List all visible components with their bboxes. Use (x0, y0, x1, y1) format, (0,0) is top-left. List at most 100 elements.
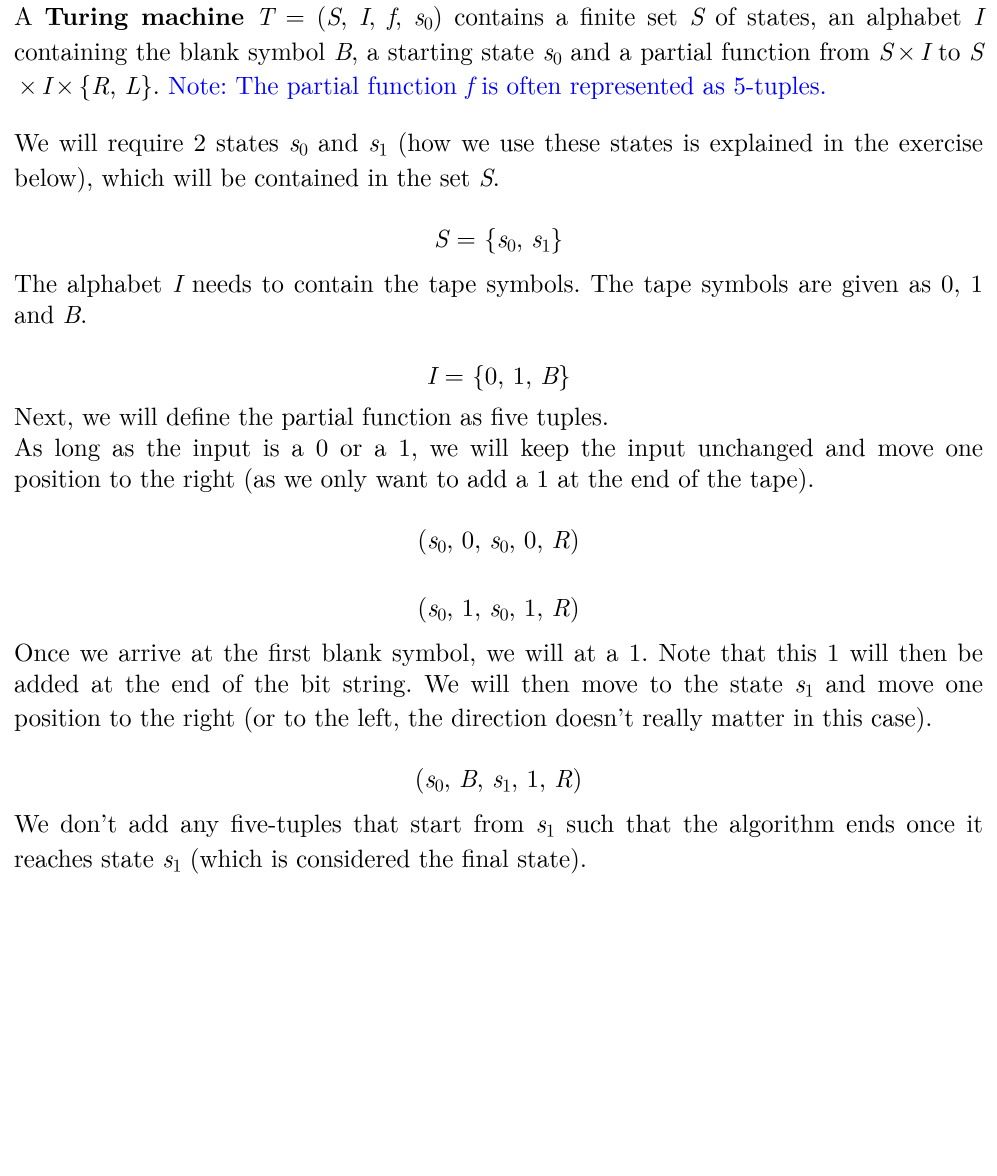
math-S: S (969, 33, 983, 68)
text: , (109, 67, 124, 102)
math-sub-1: 1 (805, 677, 814, 702)
text: ( (417, 521, 427, 556)
math-S: S (434, 220, 448, 255)
math-s: s (497, 220, 507, 255)
equation-tuple-3: (s0, B, s1, 1, R) (14, 762, 983, 797)
text: As long as the input is a 0 or a 1, we w… (14, 429, 983, 495)
text: = ( (274, 0, 327, 33)
text: . (153, 67, 168, 102)
text: } (558, 357, 571, 392)
para-define-partial: Next, we will define the partial functio… (14, 400, 983, 431)
math-s: s (289, 124, 299, 159)
text: ( (415, 760, 425, 795)
math-sub-0: 0 (435, 773, 444, 798)
text: , 0, (509, 521, 552, 556)
text: . (80, 296, 87, 331)
math-B: B (63, 296, 81, 331)
math-s: s (368, 124, 378, 159)
para-keep-unchanged: As long as the input is a 0 or a 1, we w… (14, 431, 983, 493)
para-final-state: We don’t add any five-tuples that start … (14, 807, 983, 876)
text: , 1, (446, 589, 489, 624)
math-sub-0: 0 (507, 232, 516, 257)
math-s: s (162, 840, 172, 875)
math-f: f (387, 0, 395, 33)
text: , (395, 0, 414, 33)
math-sub-0: 0 (553, 45, 562, 70)
math-s: s (531, 220, 541, 255)
text: } (140, 67, 153, 102)
text: = {0, 1, (436, 357, 540, 392)
math-s: s (414, 0, 424, 33)
text: ) (433, 0, 443, 33)
math-R: R (554, 760, 572, 795)
math-I: I (172, 265, 182, 300)
math-s: s (543, 33, 553, 68)
math-L: L (125, 67, 141, 102)
math-S: S (479, 159, 493, 194)
text: , (369, 0, 388, 33)
text: { (79, 67, 92, 102)
math-times: × (18, 67, 37, 102)
math-s: s (795, 665, 805, 700)
math-B: B (459, 760, 477, 795)
text: ( (417, 589, 427, 624)
math-s: s (492, 760, 502, 795)
math-s: s (427, 589, 437, 624)
text: contains a finite set (443, 0, 690, 33)
text: Note: The partial function (168, 67, 465, 102)
text: , (340, 0, 359, 33)
math-I: I (427, 357, 437, 392)
math-sub-1: 1 (546, 817, 555, 842)
math-S: S (326, 0, 340, 33)
math-sub-0: 0 (299, 137, 308, 162)
math-sub-0: 0 (424, 10, 433, 35)
text: A (14, 0, 44, 33)
text: , 0, (446, 521, 489, 556)
note-text: Note: The partial function f is often re… (168, 67, 826, 102)
text: We will require 2 states (14, 124, 289, 159)
math-s: s (489, 521, 499, 556)
equation-state-set: S = {s0, s1} (14, 222, 983, 257)
text: and (308, 124, 368, 159)
math-sub-1: 1 (379, 137, 388, 162)
text: to (930, 33, 969, 68)
text: of states, an alphabet (704, 0, 974, 33)
text: , (444, 760, 459, 795)
text: and a partial function from (562, 33, 879, 68)
text (244, 0, 256, 33)
math-s: s (489, 589, 499, 624)
text: We don’t add any five-tuples that start … (14, 805, 536, 840)
math-sub-0: 0 (437, 601, 446, 626)
text: ) (572, 760, 582, 795)
text: , 1, (511, 760, 554, 795)
text: } (550, 220, 563, 255)
math-R: R (552, 521, 570, 556)
math-B: B (334, 33, 352, 68)
text: is often represented as 5-tuples. (473, 67, 826, 102)
equation-alphabet-set: I = {0, 1, B} (14, 359, 983, 390)
term-turing-machine: Turing machine (44, 0, 244, 33)
text: = { (448, 220, 497, 255)
text: The alphabet (14, 265, 172, 300)
text: containing the blank symbol (14, 33, 334, 68)
math-I: I (973, 0, 983, 33)
text: ) (570, 521, 580, 556)
para-alphabet: The alphabet I needs to contain the tape… (14, 267, 983, 329)
equation-tuple-1: (s0, 0, s0, 0, R) (14, 523, 983, 558)
math-s: s (536, 805, 546, 840)
text: ) (570, 589, 580, 624)
math-I: I (359, 0, 369, 33)
math-R: R (552, 589, 570, 624)
text: Next, we will define the partial functio… (14, 398, 609, 433)
para-blank-symbol: Once we arrive at the first blank symbol… (14, 636, 983, 733)
math-sub-0: 0 (500, 533, 509, 558)
math-sub-0: 0 (437, 533, 446, 558)
text: , a starting state (351, 33, 542, 68)
math-sub-0: 0 (500, 601, 509, 626)
math-s: s (425, 760, 435, 795)
math-times: × (55, 67, 74, 102)
math-S: S (689, 0, 703, 33)
para-states-required: We will require 2 states s0 and s1 (how … (14, 126, 983, 192)
math-R: R (91, 67, 109, 102)
text: , 1, (509, 589, 552, 624)
